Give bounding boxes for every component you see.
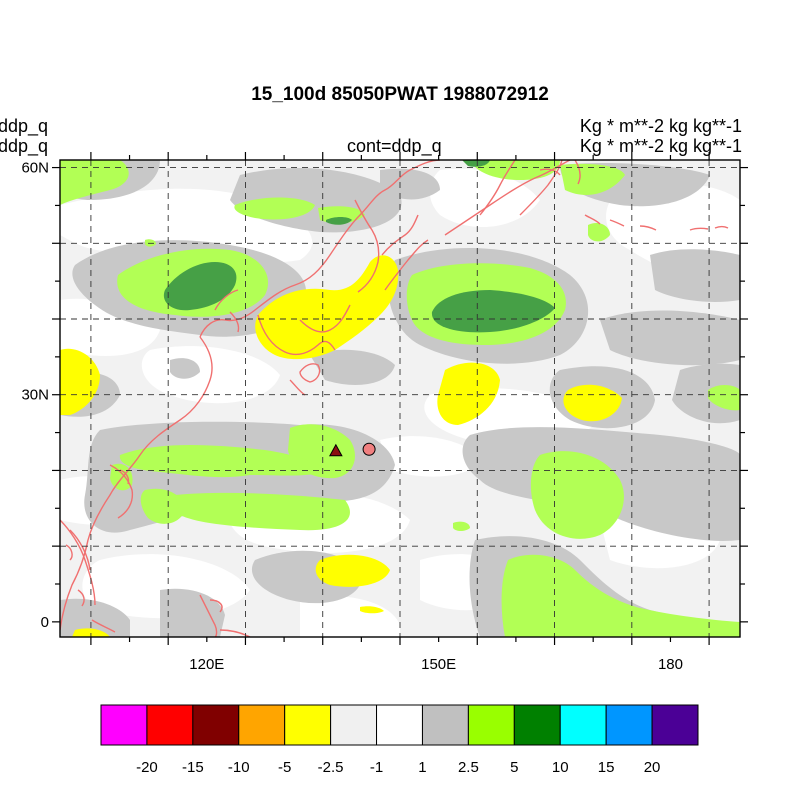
colorbar-swatch	[330, 704, 378, 746]
circle-marker	[362, 442, 376, 456]
colorbar-swatch	[651, 704, 699, 746]
colorbar-label: 15	[598, 759, 615, 776]
coastlines	[60, 160, 729, 637]
colorbar-swatch	[467, 704, 515, 746]
colorbar-swatch	[513, 704, 561, 746]
lat-tick-label: 60N	[21, 160, 49, 177]
colorbar-swatch	[284, 704, 332, 746]
colorbar-swatch	[376, 704, 423, 746]
lon-tick-label: 120E	[189, 656, 224, 673]
lon-tick-label: 180	[658, 656, 683, 673]
colorbar-label: -5	[278, 759, 291, 776]
colorbar-label: -1	[370, 759, 383, 776]
triangle-marker	[329, 443, 343, 457]
colorbar-label: 10	[552, 759, 569, 776]
left-variable-label-2: ddp_q	[0, 136, 49, 156]
units-label-2: Kg * m**-2 kg kg**-1	[579, 136, 742, 156]
lon-tick-label: 150E	[421, 656, 456, 673]
colorbar-swatch	[238, 704, 286, 746]
left-variable-label-1: ddp_q	[0, 116, 49, 136]
colorbar-label: -2.5	[318, 759, 344, 776]
colorbar-swatch	[192, 704, 240, 746]
lat-tick-label: 30N	[21, 387, 49, 404]
station-markers	[329, 442, 376, 457]
colorbar-labels: -20 -15 -10 -5 -2.5 -1 1 2.5 5 10 15 20	[136, 759, 660, 776]
lat-tick-label: 0	[41, 614, 49, 631]
positive-large-regions	[163, 160, 555, 333]
colorbar-label: -10	[228, 759, 250, 776]
axis-tick-labels: 0 30N 60N 120E 150E 180	[21, 160, 683, 673]
colorbar	[100, 704, 699, 746]
colorbar-label: 20	[644, 759, 661, 776]
contour-label: cont=ddp_q	[347, 136, 442, 156]
colorbar-swatch	[146, 704, 194, 746]
units-label-1: Kg * m**-2 kg kg**-1	[579, 116, 742, 136]
colorbar-swatch	[559, 704, 607, 746]
colorbar-swatch	[605, 704, 653, 746]
colorbar-label: -20	[136, 759, 158, 776]
colorbar-label: 1	[418, 759, 426, 776]
colorbar-swatch	[421, 704, 469, 746]
colorbar-label: 5	[510, 759, 518, 776]
negative-moderate-regions	[60, 255, 622, 637]
plot-title: 15_100d 85050PWAT 1988072912	[251, 84, 549, 105]
axis-ticks	[52, 152, 748, 645]
graticule	[60, 160, 740, 637]
colorbar-label: 2.5	[458, 759, 479, 776]
colorbar-swatch	[100, 704, 148, 746]
colorbar-label: -15	[182, 759, 204, 776]
